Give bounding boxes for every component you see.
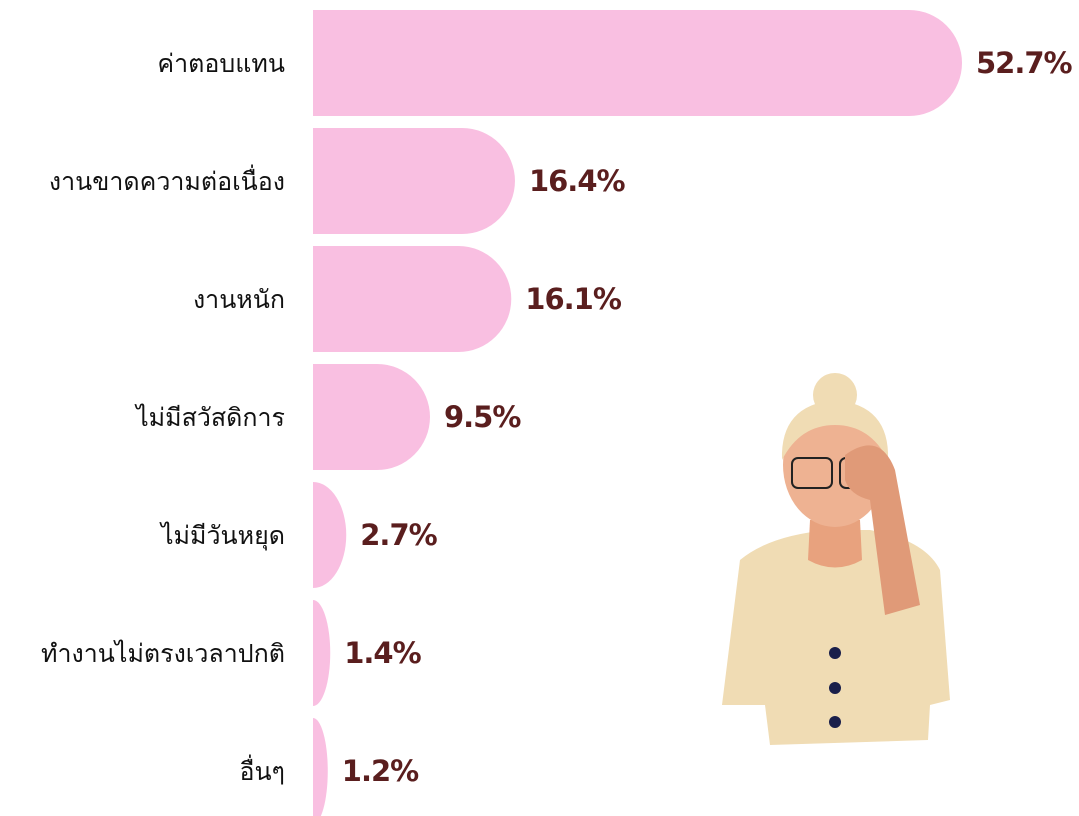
category-label: อื่นๆ [239,754,285,786]
category-label: งานขาดความต่อเนื่อง [49,164,285,196]
value-label: 16.4% [529,164,626,198]
value-label: 9.5% [444,400,521,434]
bar [313,364,430,470]
value-label: 2.7% [360,518,437,552]
bar [313,246,512,352]
value-label: 1.2% [342,754,419,788]
category-label: ไม่มีวันหยุด [159,521,285,551]
value-label: 1.4% [344,636,421,670]
value-label: 16.1% [525,282,622,316]
bar [313,718,328,816]
illustration [722,373,950,745]
category-label: ไม่มีสวัสดิการ [134,403,285,432]
bar [313,482,347,588]
category-label: ค่าตอบแทน [157,49,285,78]
category-label: งานหนัก [193,285,285,314]
category-label: ทำงานไม่ตรงเวลาปกติ [41,639,285,668]
bar [313,128,515,234]
bar [313,10,962,116]
bar [313,600,331,706]
value-label: 52.7% [976,46,1073,80]
